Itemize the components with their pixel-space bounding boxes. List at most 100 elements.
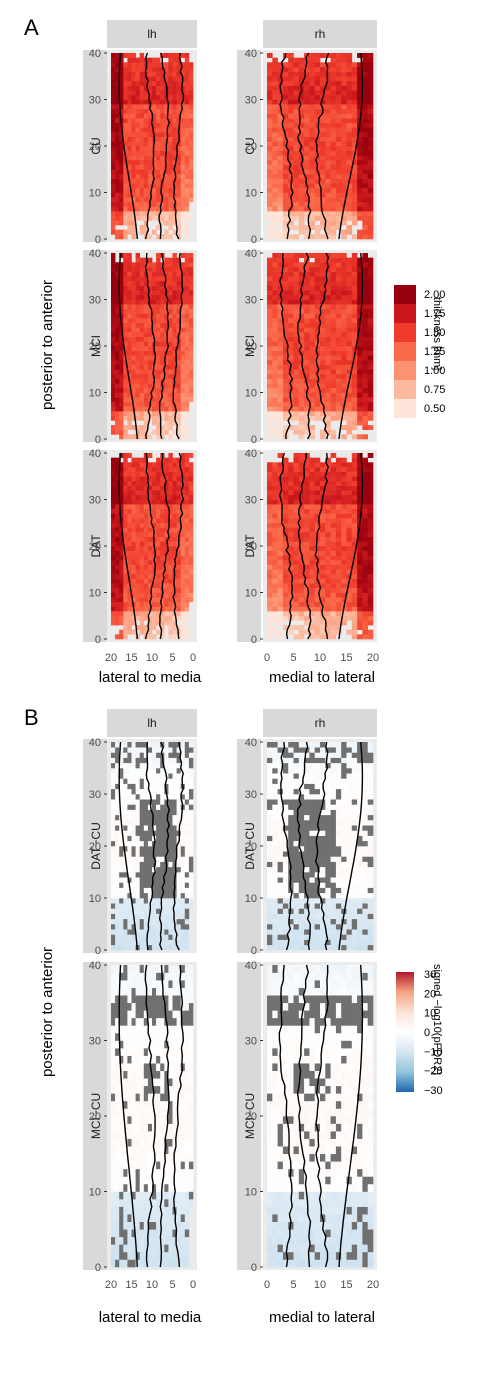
heatmap-cell <box>309 550 315 556</box>
heatmap-cell <box>147 294 153 300</box>
heatmap-cell <box>288 234 294 240</box>
heatmap-cell <box>309 480 315 486</box>
heatmap-cell <box>357 350 363 356</box>
heatmap-cell <box>293 290 300 296</box>
heatmap-cell <box>184 866 190 873</box>
heatmap-cell <box>156 187 161 193</box>
heatmap-cell <box>147 118 153 124</box>
heatmap-cell <box>346 141 353 147</box>
heatmap-cell <box>314 359 321 365</box>
heatmap-cell <box>123 364 128 370</box>
heatmap-cell <box>164 411 169 417</box>
heatmap-cell <box>314 71 321 77</box>
heatmap-cell <box>309 513 315 519</box>
heatmap-cell <box>143 578 149 584</box>
heatmap-cell <box>320 434 326 440</box>
heatmap-cell <box>139 294 145 300</box>
heatmap-cell <box>111 573 116 579</box>
heatmap-cell <box>341 253 347 258</box>
heatmap-cell <box>314 401 321 407</box>
heatmap-cell <box>351 253 358 258</box>
heatmap-cell <box>188 550 194 556</box>
heatmap-cell <box>330 262 337 268</box>
heatmap-cell <box>152 290 157 296</box>
heatmap-cell <box>288 118 294 124</box>
heatmap-cell <box>298 71 305 77</box>
heatmap-cell <box>309 215 315 221</box>
heatmap-cell <box>135 573 140 579</box>
heatmap-cell <box>147 494 153 500</box>
heatmap-cell <box>143 406 149 412</box>
heatmap-cell <box>346 308 353 314</box>
heatmap-cell <box>172 294 177 300</box>
heatmap-cell <box>304 536 310 542</box>
heatmap-cell <box>180 299 186 305</box>
heatmap-cell <box>143 856 149 862</box>
heatmap-cell <box>123 118 128 124</box>
heatmap-cell <box>111 913 116 920</box>
heatmap-cell <box>184 550 190 556</box>
heatmap-cell <box>180 856 186 862</box>
heatmap-cell <box>282 234 289 240</box>
heatmap-cell <box>147 462 153 468</box>
heatmap-cell <box>351 592 358 598</box>
heatmap-cell <box>115 892 120 899</box>
heatmap-cell <box>180 355 186 361</box>
heatmap-cell <box>272 499 278 505</box>
heatmap-cell <box>293 392 300 398</box>
heatmap-cell <box>304 485 310 491</box>
heatmap-cell <box>127 122 132 128</box>
heatmap-cell <box>346 471 353 477</box>
heatmap-cell <box>188 522 194 528</box>
heatmap-cell <box>351 629 358 635</box>
heatmap-cell <box>123 882 128 888</box>
heatmap-cell <box>362 57 368 63</box>
heatmap-cell <box>156 355 161 361</box>
heatmap-cell <box>267 383 273 389</box>
heatmap-cell <box>288 532 294 537</box>
heatmap-cell <box>288 508 294 514</box>
heatmap-cell <box>351 71 358 77</box>
heatmap-cell <box>341 280 347 286</box>
heatmap-cell <box>309 369 315 375</box>
heatmap-cell <box>135 476 140 482</box>
heatmap-cell <box>341 499 347 505</box>
heatmap-cell <box>309 504 315 510</box>
heatmap-cell <box>111 383 116 389</box>
heatmap-cell <box>362 225 368 230</box>
heatmap-cell <box>143 332 149 337</box>
heatmap-cell <box>346 415 353 421</box>
heatmap-cell <box>188 453 194 458</box>
heatmap-cell <box>111 76 116 82</box>
heatmap-cell <box>351 290 358 296</box>
heatmap-cell <box>139 378 145 384</box>
heatmap-cell <box>111 294 116 300</box>
heatmap-cell <box>176 944 181 951</box>
heatmap-cell <box>288 276 294 282</box>
heatmap-cell <box>335 318 342 324</box>
strip-label-rh: rh <box>315 27 326 41</box>
heatmap-cell <box>309 508 315 514</box>
heatmap-cell <box>123 629 128 635</box>
heatmap-cell <box>367 341 374 347</box>
heatmap-cell <box>309 625 315 630</box>
heatmap-cell <box>341 220 347 226</box>
heatmap-cell <box>176 99 181 105</box>
heatmap-cell <box>119 866 124 873</box>
heatmap-cell <box>147 918 153 925</box>
heatmap-cell <box>156 136 161 142</box>
heatmap-cell <box>309 462 315 468</box>
heatmap-cell <box>111 94 116 100</box>
heatmap-cell <box>325 253 331 258</box>
heatmap-cell <box>314 508 321 514</box>
heatmap-cell <box>160 429 165 435</box>
heatmap-cell <box>123 253 128 258</box>
heatmap-cell <box>147 583 153 589</box>
heatmap-cell <box>367 294 374 300</box>
row-label-dat-lh: DAT <box>89 534 103 558</box>
heatmap-cell <box>272 290 278 296</box>
heatmap-cell <box>131 350 136 356</box>
heatmap-cell <box>168 564 173 570</box>
heatmap-cell <box>188 99 194 105</box>
heatmap-cell <box>362 253 368 258</box>
